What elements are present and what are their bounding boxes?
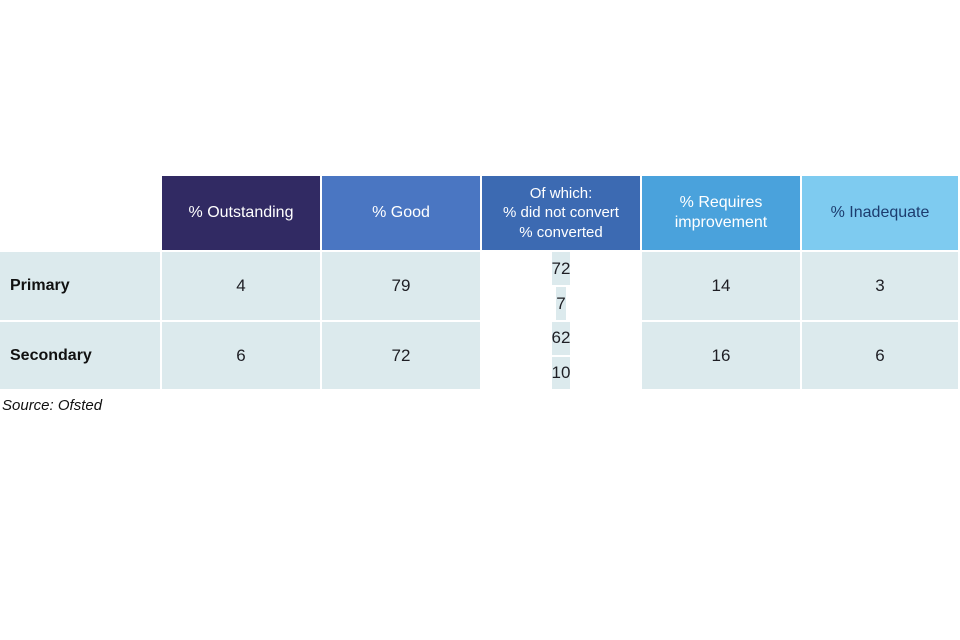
source-caption: Source: Ofsted xyxy=(2,397,103,414)
secondary-of-which-cell: 62 10 xyxy=(482,322,640,389)
secondary-requires-improvement-value: 16 xyxy=(642,322,800,389)
header-of-which-line2: % did not convert xyxy=(503,204,619,222)
header-outstanding: % Outstanding xyxy=(162,176,320,250)
header-of-which-line3: % converted xyxy=(519,223,603,241)
header-of-which-line1: Of which: xyxy=(529,185,593,203)
primary-converted-value: 7 xyxy=(556,287,566,320)
ofsted-results-table: % Outstanding % Good Of which: % did not… xyxy=(0,176,958,389)
corner-cell xyxy=(0,176,160,250)
header-requires-improvement: % Requires improvement xyxy=(642,176,800,250)
primary-did-not-convert-value: 72 xyxy=(551,252,571,285)
secondary-good-value: 72 xyxy=(322,322,480,389)
row-label-primary: Primary xyxy=(0,252,160,320)
secondary-converted-value: 10 xyxy=(551,356,571,389)
header-of-which: Of which: % did not convert % converted xyxy=(482,176,640,250)
secondary-inadequate-value: 6 xyxy=(802,322,958,389)
secondary-outstanding-value: 6 xyxy=(162,322,320,389)
row-label-secondary: Secondary xyxy=(0,322,160,389)
primary-requires-improvement-value: 14 xyxy=(642,252,800,320)
primary-good-value: 79 xyxy=(322,252,480,320)
header-inadequate: % Inadequate xyxy=(802,176,958,250)
primary-inadequate-value: 3 xyxy=(802,252,958,320)
primary-outstanding-value: 4 xyxy=(162,252,320,320)
header-good: % Good xyxy=(322,176,480,250)
secondary-did-not-convert-value: 62 xyxy=(551,322,571,355)
primary-of-which-cell: 72 7 xyxy=(482,252,640,320)
